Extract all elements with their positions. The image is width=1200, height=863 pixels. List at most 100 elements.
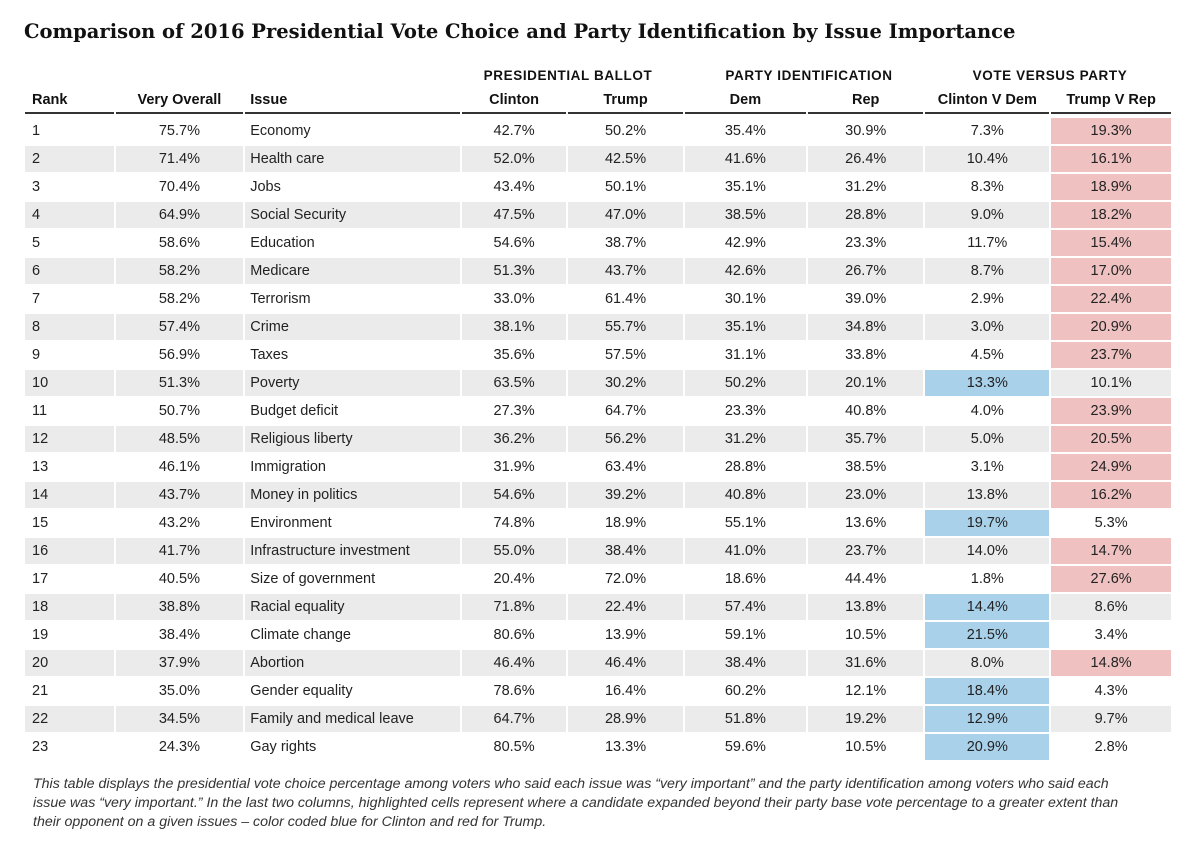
table-row: 12 48.5% Religious liberty 36.2% 56.2% 31.2% 3… bbox=[25, 426, 1171, 454]
dem-cell: 57.4% bbox=[684, 594, 807, 622]
clinton-cell: 27.3% bbox=[461, 398, 567, 426]
issue-cell: Gay rights bbox=[245, 734, 460, 762]
table-row: 4 64.9% Social Security 47.5% 47.0% 38.5% 28.8… bbox=[25, 202, 1171, 230]
trump-cell: 38.4% bbox=[568, 538, 683, 566]
trump-v-rep-cell: 16.2% bbox=[1051, 482, 1171, 510]
trump-v-rep-cell: 15.4% bbox=[1051, 230, 1171, 258]
trump-v-rep-cell: 23.7% bbox=[1051, 342, 1171, 370]
trump-v-rep-cell: 18.2% bbox=[1051, 202, 1171, 230]
trump-cell: 56.2% bbox=[568, 426, 683, 454]
clinton-cell: 64.7% bbox=[461, 706, 567, 734]
clinton-v-dem-cell: 14.4% bbox=[925, 594, 1050, 622]
dem-cell: 41.6% bbox=[684, 146, 807, 174]
clinton-v-dem-cell: 14.0% bbox=[925, 538, 1050, 566]
clinton-v-dem-cell: 18.4% bbox=[925, 678, 1050, 706]
very-overall-cell: 35.0% bbox=[115, 678, 244, 706]
trump-cell: 47.0% bbox=[568, 202, 683, 230]
table-row: 11 50.7% Budget deficit 27.3% 64.7% 23.3% 40.8… bbox=[25, 398, 1171, 426]
table-row: 16 41.7% Infrastructure investment 55.0% 38.… bbox=[25, 538, 1171, 566]
rep-cell: 19.2% bbox=[808, 706, 924, 734]
trump-cell: 50.2% bbox=[568, 114, 683, 146]
trump-cell: 13.3% bbox=[568, 734, 683, 762]
rep-cell: 30.9% bbox=[808, 114, 924, 146]
clinton-cell: 71.8% bbox=[461, 594, 567, 622]
rep-cell: 34.8% bbox=[808, 314, 924, 342]
clinton-v-dem-cell: 3.1% bbox=[925, 454, 1050, 482]
dem-cell: 23.3% bbox=[684, 398, 807, 426]
table-row: 18 38.8% Racial equality 71.8% 22.4% 57.4% 13.… bbox=[25, 594, 1171, 622]
rep-cell: 13.8% bbox=[808, 594, 924, 622]
trump-v-rep-cell: 19.3% bbox=[1051, 114, 1171, 146]
rep-cell: 33.8% bbox=[808, 342, 924, 370]
trump-cell: 38.7% bbox=[568, 230, 683, 258]
trump-v-rep-cell: 24.9% bbox=[1051, 454, 1171, 482]
clinton-v-dem-cell: 9.0% bbox=[925, 202, 1050, 230]
rank-cell: 9 bbox=[25, 342, 114, 370]
footnote: This table displays the presidential vot… bbox=[33, 776, 1119, 830]
very-overall-cell: 71.4% bbox=[115, 146, 244, 174]
table-body: 1 75.7% Economy 42.7% 50.2% 35.4% 30.9% 7.3% 19.… bbox=[25, 114, 1171, 762]
table-row: 13 46.1% Immigration 31.9% 63.4% 28.8% 38.5% 3.… bbox=[25, 454, 1171, 482]
clinton-v-dem-cell: 2.9% bbox=[925, 286, 1050, 314]
clinton-v-dem-cell: 3.0% bbox=[925, 314, 1050, 342]
rep-cell: 12.1% bbox=[808, 678, 924, 706]
dem-cell: 38.5% bbox=[684, 202, 807, 230]
dem-cell: 55.1% bbox=[684, 510, 807, 538]
trump-v-rep-cell: 4.3% bbox=[1051, 678, 1171, 706]
trump-cell: 72.0% bbox=[568, 566, 683, 594]
very-overall-cell: 46.1% bbox=[115, 454, 244, 482]
dem-cell: 30.1% bbox=[684, 286, 807, 314]
trump-cell: 63.4% bbox=[568, 454, 683, 482]
clinton-cell: 35.6% bbox=[461, 342, 567, 370]
rank-cell: 16 bbox=[25, 538, 114, 566]
column-header-trump: Trump bbox=[568, 88, 683, 114]
rank-cell: 1 bbox=[25, 114, 114, 146]
clinton-cell: 51.3% bbox=[461, 258, 567, 286]
dem-cell: 38.4% bbox=[684, 650, 807, 678]
dem-cell: 50.2% bbox=[684, 370, 807, 398]
table-row: 2 71.4% Health care 52.0% 42.5% 41.6% 26.4% 10.… bbox=[25, 146, 1171, 174]
trump-v-rep-cell: 8.6% bbox=[1051, 594, 1171, 622]
issue-cell: Infrastructure investment bbox=[245, 538, 460, 566]
trump-v-rep-cell: 23.9% bbox=[1051, 398, 1171, 426]
trump-cell: 18.9% bbox=[568, 510, 683, 538]
issue-cell: Family and medical leave bbox=[245, 706, 460, 734]
issue-cell: Immigration bbox=[245, 454, 460, 482]
rep-cell: 26.4% bbox=[808, 146, 924, 174]
rank-cell: 5 bbox=[25, 230, 114, 258]
column-header-rank: Rank bbox=[25, 88, 114, 114]
rank-cell: 23 bbox=[25, 734, 114, 762]
column-header-dem: Dem bbox=[684, 88, 807, 114]
trump-cell: 43.7% bbox=[568, 258, 683, 286]
table-row: 7 58.2% Terrorism 33.0% 61.4% 30.1% 39.0% 2.9% 2… bbox=[25, 286, 1171, 314]
dem-cell: 42.6% bbox=[684, 258, 807, 286]
clinton-cell: 43.4% bbox=[461, 174, 567, 202]
table-row: 8 57.4% Crime 38.1% 55.7% 35.1% 34.8% 3.0% 20.9% bbox=[25, 314, 1171, 342]
column-header-issue: Issue bbox=[245, 88, 460, 114]
issue-cell: Terrorism bbox=[245, 286, 460, 314]
dem-cell: 41.0% bbox=[684, 538, 807, 566]
issue-cell: Medicare bbox=[245, 258, 460, 286]
header-row: Rank Very Overall Issue Clinton Trump De… bbox=[25, 88, 1171, 114]
issue-cell: Religious liberty bbox=[245, 426, 460, 454]
table-row: 15 43.2% Environment 74.8% 18.9% 55.1% 13.6% 19… bbox=[25, 510, 1171, 538]
clinton-v-dem-cell: 13.8% bbox=[925, 482, 1050, 510]
very-overall-cell: 34.5% bbox=[115, 706, 244, 734]
clinton-v-dem-cell: 1.8% bbox=[925, 566, 1050, 594]
rep-cell: 39.0% bbox=[808, 286, 924, 314]
rank-cell: 15 bbox=[25, 510, 114, 538]
issue-cell: Social Security bbox=[245, 202, 460, 230]
very-overall-cell: 56.9% bbox=[115, 342, 244, 370]
rep-cell: 20.1% bbox=[808, 370, 924, 398]
column-header-clinton: Clinton bbox=[461, 88, 567, 114]
very-overall-cell: 37.9% bbox=[115, 650, 244, 678]
clinton-v-dem-cell: 4.0% bbox=[925, 398, 1050, 426]
clinton-v-dem-cell: 11.7% bbox=[925, 230, 1050, 258]
clinton-cell: 31.9% bbox=[461, 454, 567, 482]
clinton-cell: 80.6% bbox=[461, 622, 567, 650]
issue-cell: Money in politics bbox=[245, 482, 460, 510]
rep-cell: 28.8% bbox=[808, 202, 924, 230]
trump-v-rep-cell: 5.3% bbox=[1051, 510, 1171, 538]
clinton-v-dem-cell: 20.9% bbox=[925, 734, 1050, 762]
table-row: 17 40.5% Size of government 20.4% 72.0% 18.6%… bbox=[25, 566, 1171, 594]
